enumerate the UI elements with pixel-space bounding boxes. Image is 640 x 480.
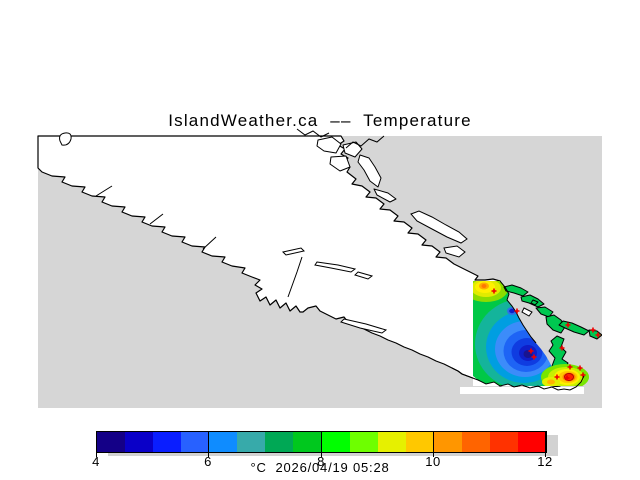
colorbar-segment: [433, 432, 462, 452]
station-marker: [595, 332, 601, 338]
map-title: IslandWeather.ca –– Temperature: [168, 111, 472, 130]
colorbar-caption: °C 2026/04/19 05:28: [250, 460, 390, 475]
station-marker: [565, 322, 571, 328]
station-marker: [567, 364, 573, 370]
south-coastline: [451, 367, 585, 391]
colorbar-segment: [405, 432, 434, 452]
colorbar-segment: [209, 432, 238, 452]
victoria-hotspot: [541, 364, 589, 386]
discovery-islands: [316, 136, 397, 203]
colorbar-segment: [265, 432, 294, 452]
station-marker: [491, 288, 497, 294]
colorbar-segment: [461, 432, 490, 452]
warm-patch: [473, 281, 508, 302]
mainland-coastline: [296, 128, 385, 149]
station-marker: [564, 375, 570, 381]
texada-island: [410, 210, 468, 244]
station-marker: [580, 372, 586, 378]
station-markers: [491, 288, 601, 381]
colorbar-segment: [377, 432, 406, 452]
colorbar-segment: [489, 432, 518, 452]
colorbar-tick-label: 4: [92, 454, 100, 469]
nw-islet: [59, 132, 72, 146]
colorbar: [96, 431, 547, 453]
lasqueti-island: [443, 245, 466, 258]
colorbar-segment: [97, 432, 126, 452]
colorbar-tick-label: 10: [425, 454, 441, 469]
colorbar-segment: [517, 432, 546, 452]
colorbar-segment: [181, 432, 210, 452]
colorbar-segment: [237, 432, 266, 452]
strait-data-gap: [460, 387, 584, 394]
colorbar-segment: [321, 432, 350, 452]
station-marker: [590, 327, 596, 333]
shoal-islet: [521, 307, 533, 317]
lakes-and-inlets: [95, 185, 388, 334]
station-marker: [531, 354, 537, 360]
colorbar-tick-label: 12: [537, 454, 553, 469]
colorbar-tick-label: 6: [204, 454, 212, 469]
strait-water-overlay: [500, 281, 602, 386]
station-marker: [559, 345, 565, 351]
south-coast-land-gap: [473, 376, 560, 386]
station-marker: [577, 365, 583, 371]
station-marker: [514, 308, 520, 314]
colorbar-segment: [125, 432, 154, 452]
overlay-coastline: [499, 281, 537, 344]
station-marker: [554, 374, 560, 380]
colorbar-segment: [293, 432, 322, 452]
colorbar-segment: [153, 432, 182, 452]
station-marker: [528, 348, 534, 354]
colorbar-labels: 4 6 8 10 12: [92, 454, 552, 469]
temperature-overlay: [473, 281, 602, 386]
colorbar-tick-label: 8: [317, 454, 325, 469]
colorbar-segment: [349, 432, 378, 452]
